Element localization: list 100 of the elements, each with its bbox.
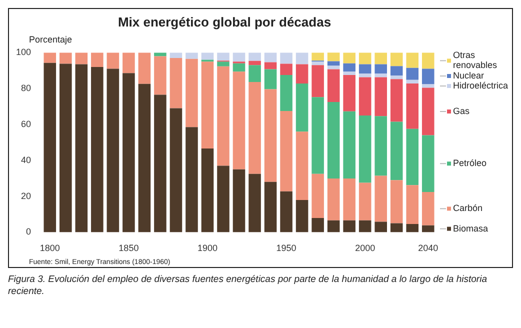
legend-label: Hidroeléctrica [453, 80, 508, 90]
bar [280, 52, 292, 64]
bar [358, 182, 372, 220]
legend-label: Petróleo [453, 158, 487, 168]
bar [327, 69, 340, 102]
bar [60, 64, 72, 232]
y-tick-label: 40 [21, 154, 32, 165]
bar [264, 182, 277, 232]
bar [343, 63, 356, 72]
bar [312, 218, 324, 232]
bar [374, 116, 387, 176]
bar [390, 76, 403, 80]
bar [217, 62, 230, 66]
bar [327, 52, 340, 62]
bar [264, 89, 277, 182]
bar [91, 52, 104, 67]
x-tick-label: 1950 [276, 243, 296, 254]
bar [232, 52, 246, 62]
bar [390, 180, 403, 224]
y-axis-title: Porcentaje [29, 34, 72, 45]
bar [280, 64, 292, 76]
bar [390, 79, 403, 122]
bar [217, 52, 230, 61]
bar [406, 224, 419, 232]
x-tick-label: 2040 [418, 243, 438, 254]
bar [264, 62, 277, 70]
bar [232, 72, 246, 170]
bar [343, 178, 356, 220]
bar [280, 110, 292, 192]
bar [186, 127, 198, 232]
bar [201, 148, 214, 232]
legend-label: Gas [453, 106, 470, 116]
bar [264, 52, 277, 62]
bar [217, 166, 230, 232]
x-tick-label: 1800 [40, 243, 60, 254]
bar [154, 94, 166, 232]
bar [374, 52, 387, 64]
bar [201, 62, 214, 149]
bar [264, 69, 277, 90]
bar [327, 66, 340, 70]
bar [201, 52, 214, 60]
bar [422, 225, 434, 232]
bar [374, 77, 387, 116]
bar [406, 83, 419, 129]
bar [170, 58, 182, 108]
bar [358, 115, 372, 183]
bar [232, 63, 246, 72]
bar [374, 176, 387, 222]
bar [327, 178, 340, 220]
bar [343, 71, 356, 76]
text: Figura 3. Evolución del empleo de diversas fuentes energéticas por parte de la humanidad a lo largo de la historia reciente. [8, 274, 488, 298]
bar [327, 61, 340, 66]
bar [44, 62, 56, 232]
bar [106, 52, 120, 69]
bar [406, 128, 419, 186]
bar [60, 52, 72, 64]
bar [374, 222, 387, 232]
bar [296, 200, 308, 232]
bar [422, 68, 434, 84]
bar [343, 111, 356, 178]
bar [248, 82, 261, 174]
bar [91, 66, 104, 232]
bar [248, 174, 261, 232]
bar [154, 56, 166, 95]
bar [170, 108, 182, 232]
bar [186, 52, 198, 59]
y-tick-label: 100 [16, 47, 32, 58]
bar [406, 68, 419, 80]
bar [296, 132, 308, 200]
bar [343, 75, 356, 112]
bar [312, 97, 324, 174]
bar [170, 52, 182, 58]
bar [248, 60, 261, 66]
y-tick-label: 60 [21, 118, 32, 129]
bar [280, 191, 292, 232]
bar [138, 84, 151, 232]
bar [358, 77, 372, 116]
bar [406, 52, 419, 68]
bar [106, 68, 120, 232]
chart-title: Mix energético global por décadas [118, 14, 332, 30]
bar [280, 75, 292, 111]
bar [248, 65, 261, 82]
x-tick-label: 1850 [118, 243, 139, 254]
bar [343, 52, 356, 64]
bar [422, 84, 434, 88]
bar [327, 102, 340, 178]
bar [75, 64, 88, 232]
bar [327, 220, 340, 232]
bar [296, 83, 308, 132]
bar [390, 122, 403, 180]
bar [138, 52, 151, 84]
bar [422, 88, 434, 136]
y-tick-label: 20 [21, 190, 32, 201]
bar [358, 74, 372, 78]
bar [312, 52, 324, 61]
bar [374, 64, 387, 74]
bar [312, 65, 324, 98]
x-tick-label: 2000 [355, 243, 376, 254]
bar [248, 52, 261, 61]
bar [217, 66, 230, 166]
